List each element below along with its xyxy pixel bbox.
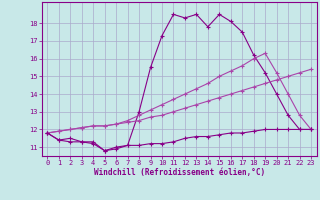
X-axis label: Windchill (Refroidissement éolien,°C): Windchill (Refroidissement éolien,°C) [94,168,265,177]
